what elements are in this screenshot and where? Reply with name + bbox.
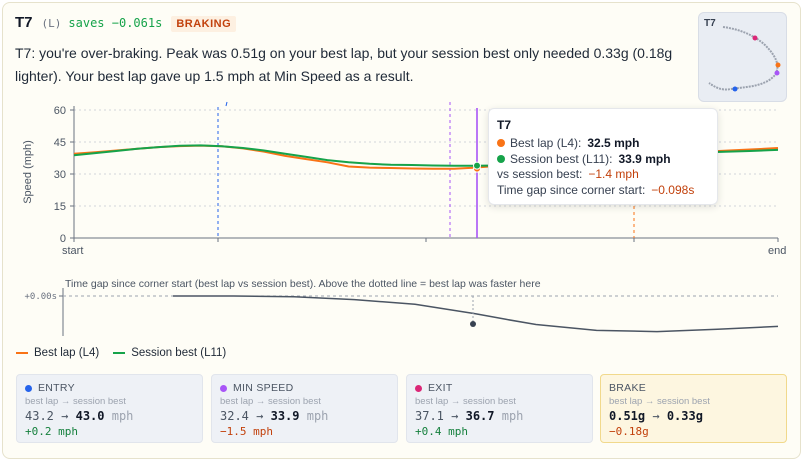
min-speed-dot-icon bbox=[220, 384, 227, 392]
metric-sub: best lap → session best bbox=[25, 396, 126, 407]
track-map-icon bbox=[708, 26, 781, 92]
entry-dot-icon bbox=[25, 384, 32, 392]
hover-point-session bbox=[473, 161, 481, 170]
metric-label: MIN SPEED bbox=[233, 382, 294, 394]
metric-unit: mph bbox=[501, 409, 524, 423]
metric-label: EXIT bbox=[428, 382, 453, 394]
entry-marker-tick bbox=[225, 101, 228, 107]
tooltip-best-label: Best lap (L4): bbox=[510, 136, 582, 150]
tooltip-vs-value: −1.4 mph bbox=[588, 167, 639, 181]
metric-from: 32.4 bbox=[220, 409, 249, 423]
gap-chart-title: Time gap since corner start (best lap vs… bbox=[65, 278, 541, 290]
legend-session-best[interactable]: Session best (L11) bbox=[113, 347, 226, 359]
min-speed-marker bbox=[774, 70, 780, 76]
tooltip-best-value: 32.5 mph bbox=[587, 136, 640, 150]
entry-marker bbox=[732, 86, 738, 92]
metric-delta: −0.18g bbox=[609, 425, 649, 438]
tooltip-vs-label: vs session best: bbox=[497, 167, 583, 181]
tooltip-session-label: Session best (L11): bbox=[510, 152, 613, 166]
exit-marker bbox=[752, 35, 758, 41]
chart-legend: Best lap (L4) Session best (L11) bbox=[16, 347, 240, 359]
exit-dot-icon bbox=[415, 384, 422, 392]
metric-sub: best lap → session best bbox=[220, 396, 321, 407]
session-best-dot bbox=[497, 155, 505, 163]
session-best-swatch bbox=[113, 352, 126, 354]
apex-marker-best bbox=[775, 62, 781, 68]
metric-delta: −1.5 mph bbox=[220, 425, 273, 438]
metric-card-entry[interactable]: ENTRY best lap → session best 43.2 → 43.… bbox=[16, 374, 203, 443]
time-saved: saves −0.061s bbox=[68, 16, 163, 30]
legend-best-lap[interactable]: Best lap (L4) bbox=[16, 347, 99, 359]
metric-value: 32.4 → 33.9 mph bbox=[220, 409, 329, 423]
metric-from: 37.1 bbox=[415, 409, 444, 423]
legend-best-label: Best lap (L4) bbox=[34, 347, 100, 359]
tooltip-title: T7 bbox=[497, 118, 512, 132]
metric-value: 0.51g → 0.33g bbox=[609, 409, 703, 423]
y-tick-label: 60 bbox=[54, 105, 66, 117]
metric-label: ENTRY bbox=[38, 382, 75, 394]
metric-from: 0.51g bbox=[609, 409, 646, 423]
metric-card-exit[interactable]: EXIT best lap → session best 37.1 → 36.7… bbox=[406, 374, 593, 443]
coaching-description: T7: you're over-braking. Peak was 0.51g … bbox=[15, 45, 673, 84]
tooltip-best-row: Best lap (L4): 32.5 mph bbox=[497, 136, 639, 150]
metric-delta: +0.2 mph bbox=[25, 425, 78, 438]
metric-from: 43.2 bbox=[25, 409, 54, 423]
metric-value: 43.2 → 43.0 mph bbox=[25, 409, 134, 423]
x-tick-label-start: start bbox=[62, 245, 83, 257]
metric-sub: best lap → session best bbox=[609, 396, 710, 407]
best-lap-swatch bbox=[16, 352, 28, 354]
gap-zero-label: +0.00s bbox=[24, 292, 57, 302]
metric-unit: mph bbox=[111, 409, 134, 423]
tooltip-session-row: Session best (L11): 33.9 mph bbox=[497, 152, 671, 166]
x-tick-label-end: end bbox=[768, 245, 786, 257]
tooltip-vs-row: vs session best: −1.4 mph bbox=[497, 167, 639, 181]
best-lap-dot bbox=[497, 139, 505, 147]
metric-label: BRAKE bbox=[609, 382, 647, 394]
tooltip-gap-label: Time gap since corner start: bbox=[497, 183, 646, 197]
metric-to: 36.7 bbox=[465, 409, 495, 423]
tooltip-gap-row: Time gap since corner start: −0.098s bbox=[497, 183, 694, 197]
y-tick-label: 45 bbox=[54, 137, 66, 149]
tooltip-gap-value: −0.098s bbox=[651, 183, 695, 197]
legend-session-label: Session best (L11) bbox=[131, 347, 227, 359]
corner-header: T7 (L) saves −0.061s BRAKING bbox=[15, 14, 237, 32]
tooltip-session-value: 33.9 mph bbox=[618, 152, 671, 166]
gap-line bbox=[173, 295, 779, 333]
metric-card-min-speed[interactable]: MIN SPEED best lap → session best 32.4 →… bbox=[211, 374, 398, 443]
metric-to: 33.9 bbox=[270, 409, 300, 423]
y-tick-label: 15 bbox=[54, 201, 66, 213]
y-tick-label: 0 bbox=[60, 233, 66, 245]
track-minimap[interactable]: T7 bbox=[698, 12, 787, 102]
y-tick-label: 30 bbox=[54, 169, 66, 181]
metric-delta: +0.4 mph bbox=[415, 425, 468, 438]
corner-name: T7 bbox=[15, 14, 33, 31]
metric-card-brake[interactable]: BRAKE best lap → session best 0.51g → 0.… bbox=[600, 374, 787, 443]
corner-direction: (L) bbox=[41, 17, 62, 30]
metric-to: 0.33g bbox=[666, 409, 703, 423]
metric-to: 43.0 bbox=[75, 409, 105, 423]
issue-badge: BRAKING bbox=[171, 16, 237, 32]
y-axis-label: Speed (mph) bbox=[22, 140, 34, 204]
metric-value: 37.1 → 36.7 mph bbox=[415, 409, 524, 423]
metric-unit: mph bbox=[306, 409, 329, 423]
minimap-label: T7 bbox=[704, 18, 716, 29]
metric-sub: best lap → session best bbox=[415, 396, 516, 407]
hover-tooltip: T7 Best lap (L4): 32.5 mph Session best … bbox=[488, 108, 718, 205]
gap-hover-point bbox=[470, 321, 476, 327]
